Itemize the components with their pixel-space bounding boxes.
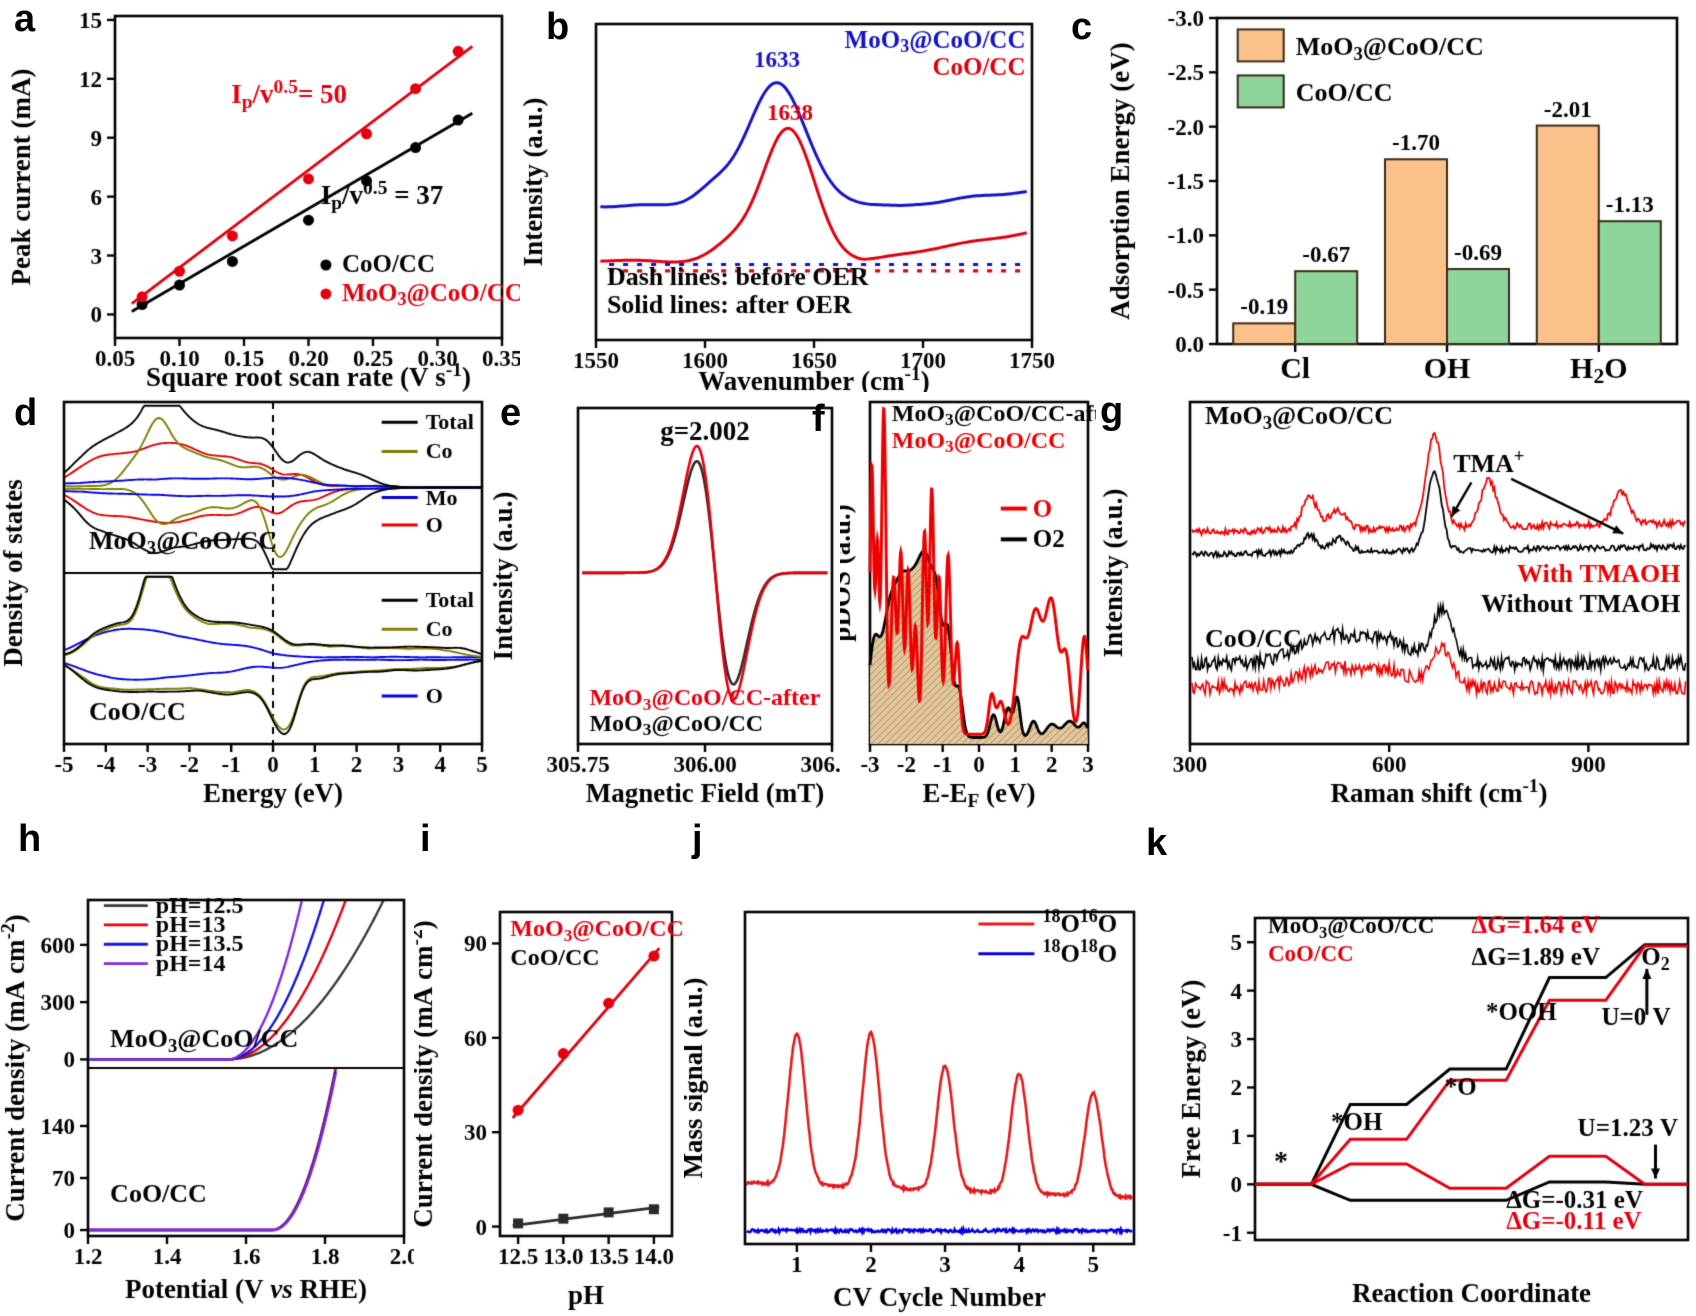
panel-c: c <box>1065 0 1696 392</box>
panel-i: i <box>414 812 684 1316</box>
panel-k: k <box>1142 812 1696 1316</box>
panel-b: b <box>520 0 1065 392</box>
panel-e: e <box>490 392 840 812</box>
panel-b-letter: b <box>546 6 570 48</box>
panel-c-canvas <box>1065 0 1696 392</box>
panel-j: j <box>684 812 1142 1316</box>
panel-d-canvas <box>0 392 490 812</box>
panel-b-canvas <box>520 0 1065 392</box>
panel-a-letter: a <box>14 0 36 40</box>
panel-e-canvas <box>490 392 840 812</box>
panel-k-letter: k <box>1146 822 1168 864</box>
panel-i-letter: i <box>420 818 431 860</box>
panel-f-letter: f <box>812 398 825 440</box>
panel-f: f <box>812 392 1096 812</box>
panel-g-canvas <box>1096 392 1696 812</box>
panel-h-letter: h <box>18 818 42 860</box>
panel-i-canvas <box>414 812 684 1316</box>
panel-h: h <box>0 812 414 1316</box>
panel-j-canvas <box>684 812 1142 1316</box>
panel-a: a <box>0 0 520 392</box>
panel-e-letter: e <box>500 392 522 434</box>
panel-d: d <box>0 392 490 812</box>
panel-k-canvas <box>1142 812 1696 1316</box>
panel-h-canvas <box>0 812 414 1316</box>
panel-f-canvas <box>840 392 1096 812</box>
panel-g: g <box>1096 392 1696 812</box>
panel-a-canvas <box>0 0 520 392</box>
panel-d-letter: d <box>14 392 38 434</box>
panel-g-letter: g <box>1100 390 1124 432</box>
panel-c-letter: c <box>1071 6 1093 48</box>
panel-j-letter: j <box>692 818 703 860</box>
